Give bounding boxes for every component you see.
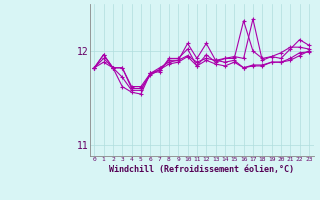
X-axis label: Windchill (Refroidissement éolien,°C): Windchill (Refroidissement éolien,°C)	[109, 165, 294, 174]
